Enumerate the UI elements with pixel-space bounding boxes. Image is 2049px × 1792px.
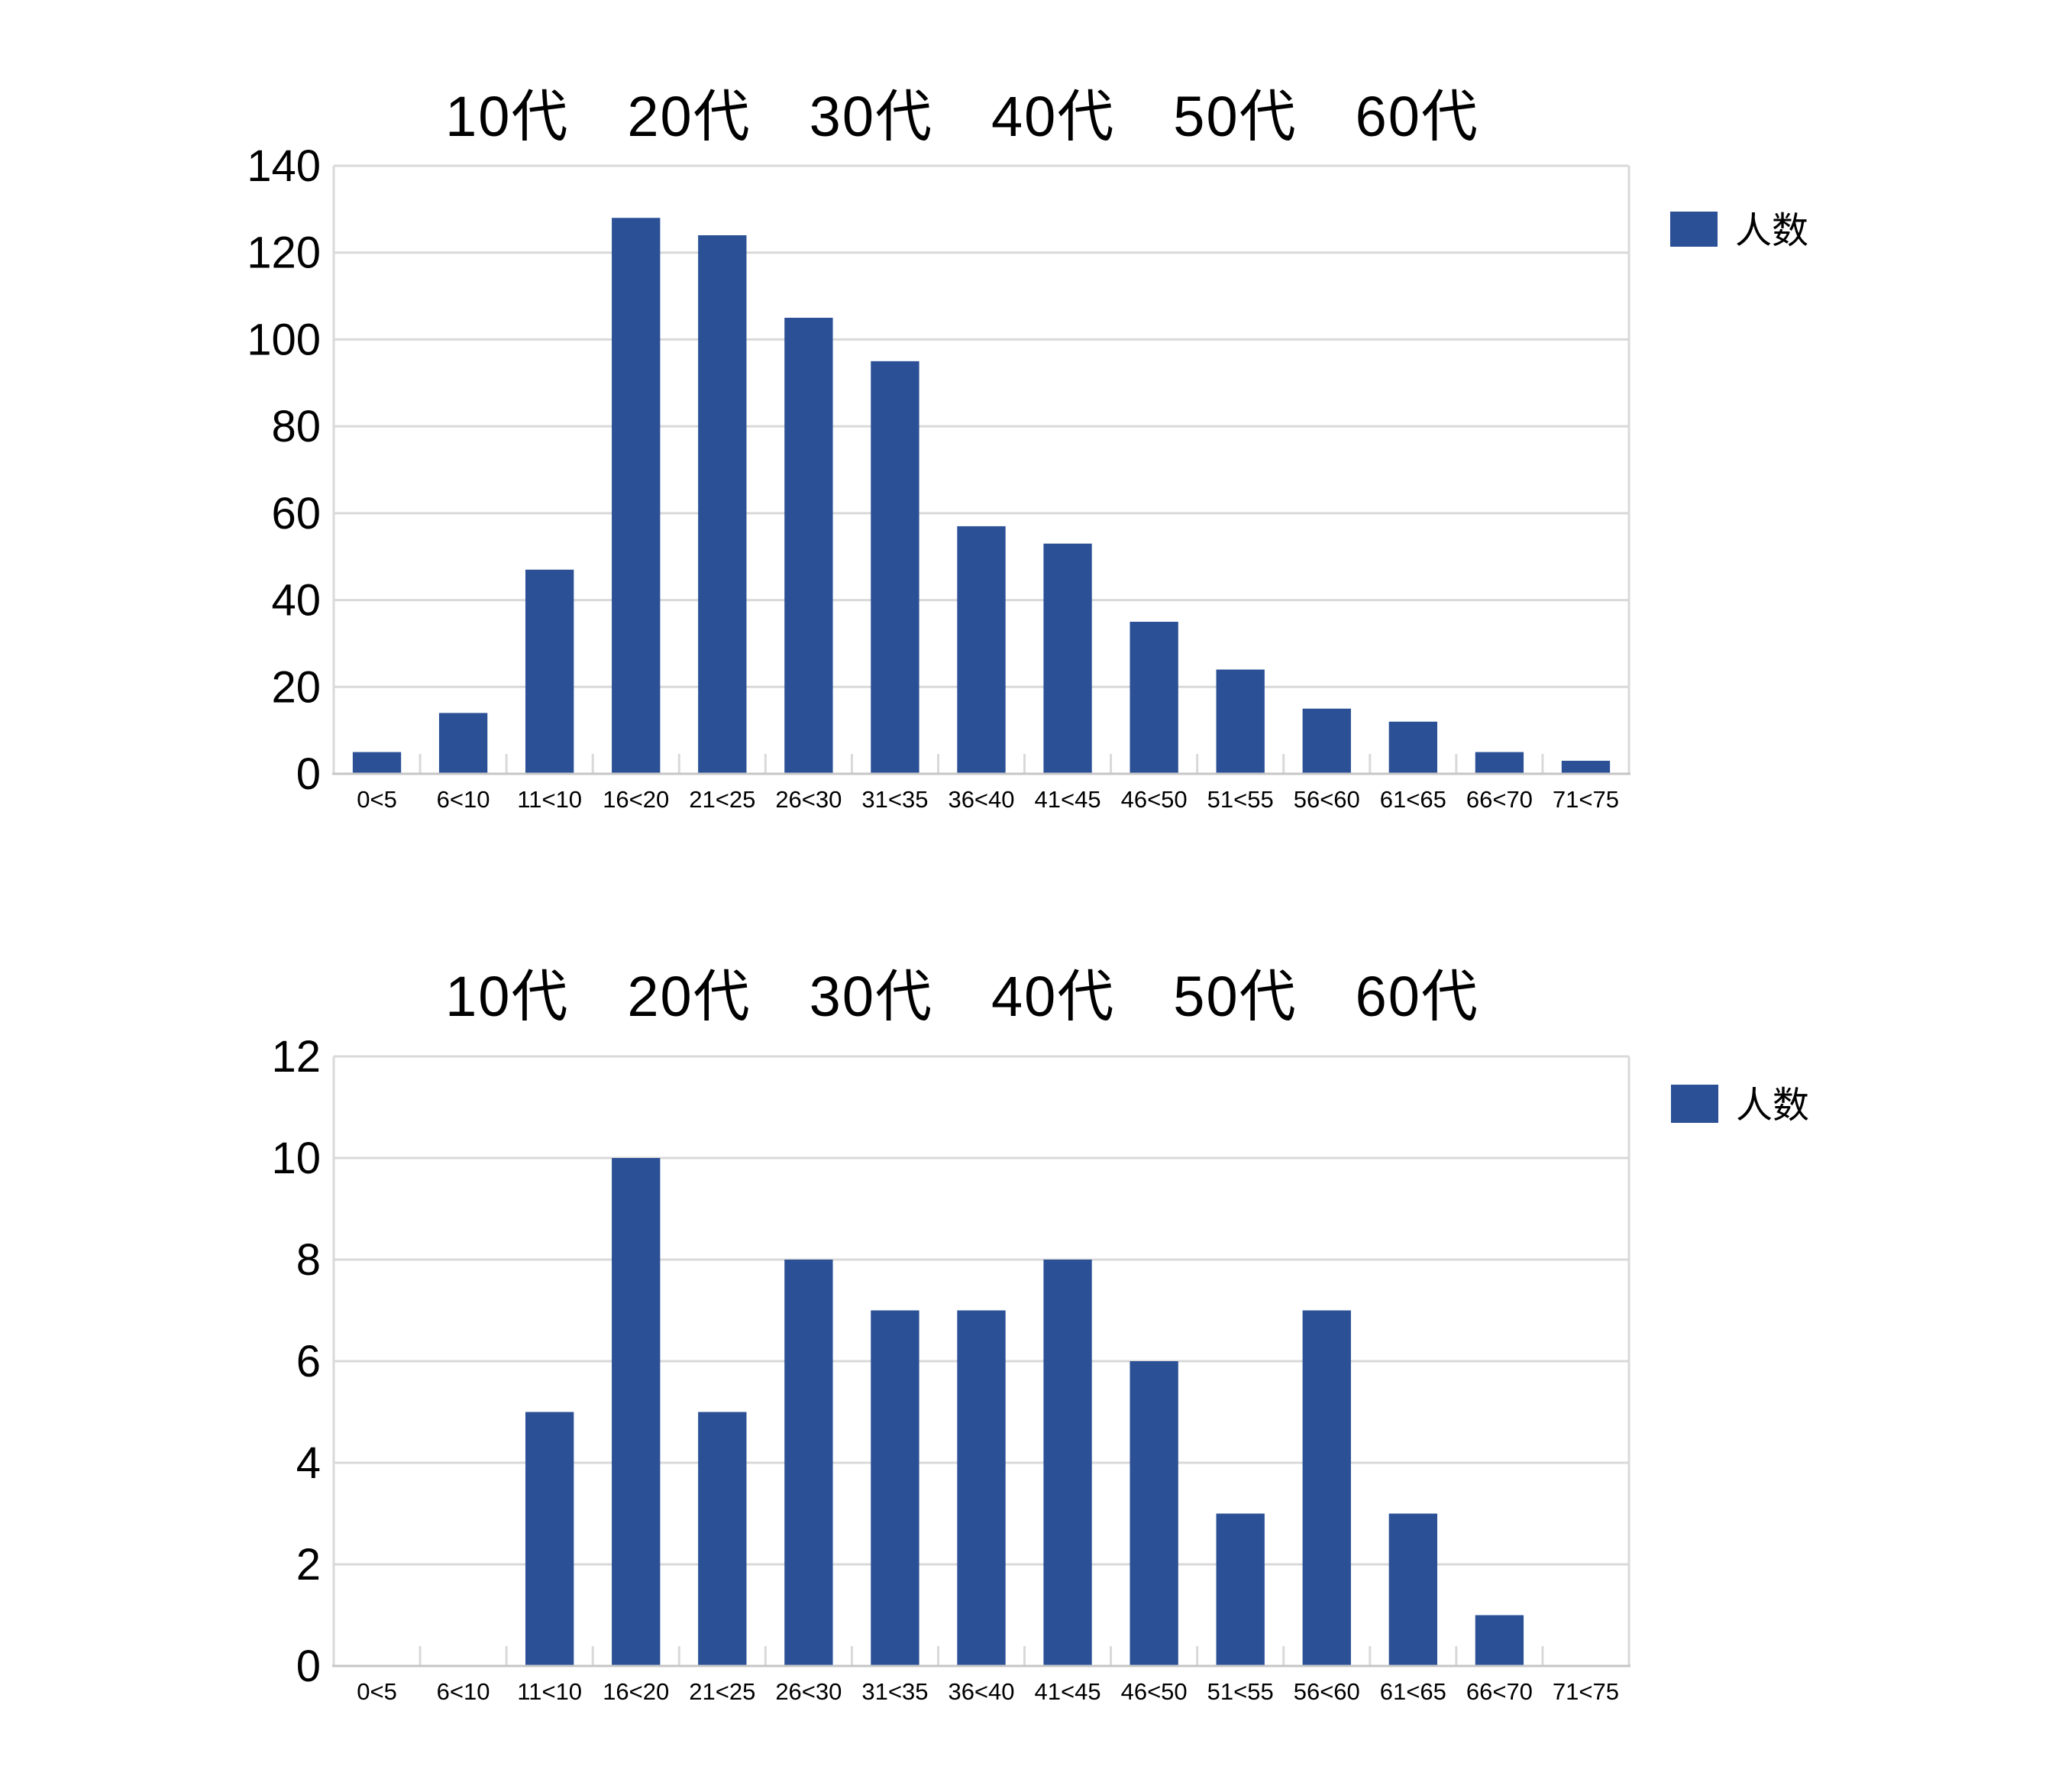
y-axis-tick-label: 40	[271, 576, 321, 626]
y-axis-tick-label: 4	[296, 1438, 321, 1488]
x-axis-category-label: 26<30	[775, 786, 842, 813]
legend-label: 人数	[1735, 211, 1808, 251]
x-axis-category-label: 51<55	[1207, 1678, 1274, 1705]
x-axis-category-label: 71<75	[1553, 1678, 1619, 1705]
x-axis-category-label: 61<65	[1380, 1678, 1446, 1705]
y-axis-tick-label: 2	[296, 1540, 321, 1590]
bar-36<40	[957, 1310, 1006, 1666]
y-axis-tick-label: 60	[271, 489, 321, 539]
legend: 人数	[1671, 1085, 1809, 1126]
bar-21<25	[698, 235, 747, 774]
x-axis-category-label: 11<10	[517, 786, 582, 813]
x-axis-category-label: 11<10	[517, 1678, 582, 1705]
x-axis-category-label: 26<30	[775, 1678, 842, 1705]
y-axis-tick-label: 10	[271, 1134, 321, 1183]
bar-31<35	[871, 1310, 919, 1666]
y-axis-tick-label: 80	[271, 402, 321, 451]
bar-66<70	[1475, 1615, 1524, 1666]
bar-16<20	[612, 218, 661, 774]
y-axis-tick-label: 140	[247, 141, 321, 191]
y-axis-tick-label: 6	[296, 1337, 321, 1386]
x-axis-category-label: 56<60	[1294, 786, 1360, 813]
bar-46<50	[1130, 1361, 1178, 1666]
x-axis-category-label: 31<35	[861, 786, 928, 813]
legend-label: 人数	[1736, 1085, 1809, 1126]
bar-26<30	[784, 318, 833, 774]
x-axis-category-label: 41<45	[1035, 1678, 1101, 1705]
bar-51<55	[1216, 1513, 1265, 1666]
bar-chart-2: 0 2 4 6 8 10 12 0<5 6<10 11<10 16<20 21<25 26<30 31<3…	[271, 965, 1809, 1705]
x-axis-category-label: 46<50	[1121, 786, 1188, 813]
y-axis-tick-label: 20	[271, 662, 321, 712]
x-axis-category-label: 66<70	[1466, 786, 1533, 813]
x-axis-category-label: 56<60	[1294, 1678, 1360, 1705]
y-axis-tick-label: 0	[296, 1642, 321, 1691]
x-axis-category-label: 36<40	[948, 1678, 1014, 1705]
x-axis-category-label: 0<5	[357, 786, 397, 813]
x-axis-category-label: 36<40	[948, 786, 1014, 813]
bar-56<60	[1302, 708, 1351, 774]
bar-36<40	[957, 526, 1006, 774]
bar-41<45	[1043, 543, 1092, 774]
legend: 人数	[1670, 211, 1808, 251]
y-axis-tick-label: 0	[296, 749, 321, 799]
chart-title: 10代 20代 30代 40代 50代 60代	[445, 85, 1479, 148]
legend-swatch	[1671, 1085, 1718, 1123]
x-axis-category-label: 51<55	[1207, 786, 1274, 813]
y-axis-tick-label: 12	[271, 1032, 321, 1082]
x-axis-category-label: 46<50	[1121, 1678, 1188, 1705]
y-axis-tick-label: 100	[247, 315, 321, 364]
bar-46<50	[1130, 622, 1178, 774]
bar-56<60	[1302, 1310, 1351, 1666]
x-axis-category-label: 6<10	[437, 786, 490, 813]
y-axis-tick-label: 8	[296, 1235, 321, 1285]
x-axis-category-label: 21<25	[689, 786, 755, 813]
x-axis-category-label: 16<20	[603, 1678, 669, 1705]
x-axis-category-label: 21<25	[689, 1678, 755, 1705]
x-axis-category-label: 31<35	[861, 1678, 928, 1705]
bar-0<5	[352, 752, 402, 774]
bar-16<20	[612, 1158, 661, 1666]
bar-66<70	[1475, 752, 1524, 774]
x-axis-category-label: 71<75	[1553, 786, 1619, 813]
bar-61<65	[1388, 721, 1437, 774]
x-axis-category-label: 16<20	[603, 786, 669, 813]
bar-41<45	[1043, 1260, 1092, 1666]
bar-61<65	[1388, 1513, 1437, 1666]
bar-26<30	[784, 1260, 833, 1666]
bar-11<10	[525, 569, 574, 774]
legend-swatch	[1670, 212, 1718, 247]
x-axis-category-label: 41<45	[1035, 786, 1101, 813]
bar-21<25	[698, 1412, 747, 1666]
bar-6<10	[438, 713, 488, 774]
bar-31<35	[871, 361, 919, 774]
x-axis-category-label: 6<10	[437, 1678, 490, 1705]
bar-51<55	[1216, 669, 1265, 774]
chart-title: 10代 20代 30代 40代 50代 60代	[445, 965, 1479, 1028]
bar-71<75	[1561, 760, 1611, 774]
bar-chart-1: 0 20 40 60 80 100 120 140 0<5 6<10 11<10 16<20 21<25…	[247, 85, 1808, 813]
x-axis-category-label: 61<65	[1380, 786, 1446, 813]
bar-11<10	[525, 1412, 574, 1666]
x-axis-category-label: 0<5	[357, 1678, 397, 1705]
x-axis-category-label: 66<70	[1466, 1678, 1533, 1705]
y-axis-tick-label: 120	[247, 228, 321, 278]
